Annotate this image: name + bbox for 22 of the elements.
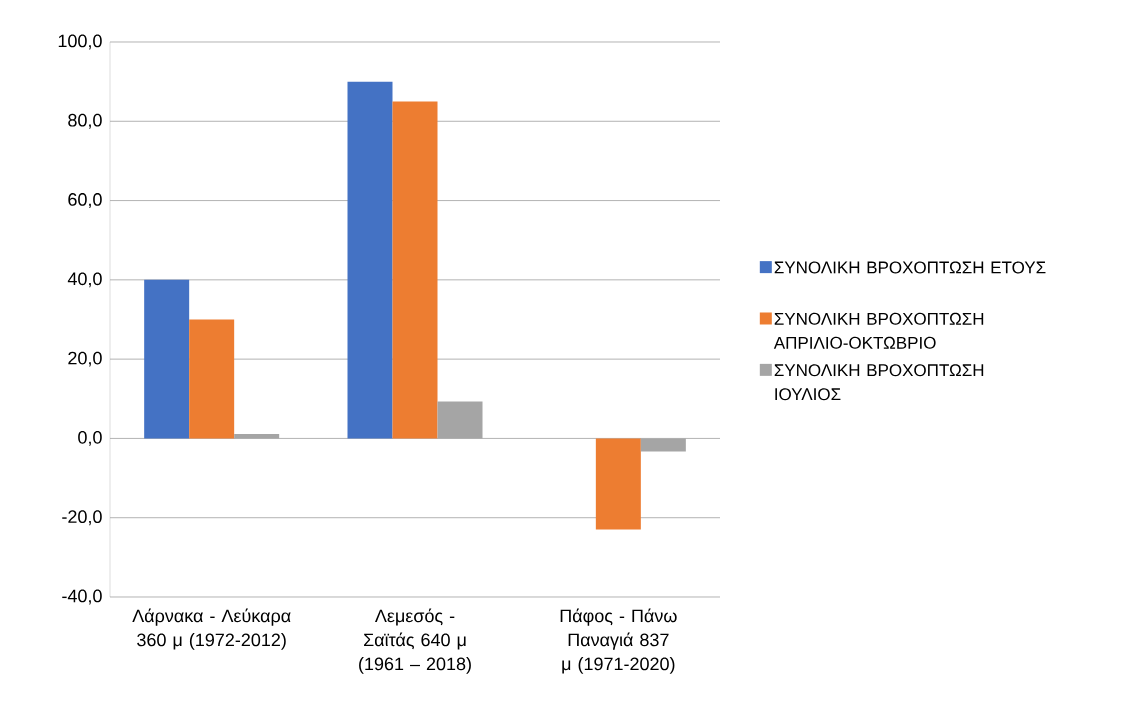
x-tick-label: Λεμεσός - Σαϊτάς 640 μ (1961 – 2018) <box>359 608 471 674</box>
y-tick-label: 40,0 <box>67 272 102 288</box>
bar <box>347 81 393 439</box>
legend-label: ΣΥΝΟΛΙΚΗ ΒΡΟΧΟΠΤΩΣΗ ΙΟΥΛΙΟΣ <box>774 364 984 401</box>
y-tick-label: 80,0 <box>68 113 102 129</box>
legend-label: ΣΥΝΟΛΙΚΗ ΒΡΟΧΟΠΤΩΣΗ ΕΤΟΥΣ <box>774 261 1046 274</box>
bar <box>234 434 280 439</box>
bar <box>392 101 438 439</box>
bar <box>437 401 483 439</box>
bar <box>595 438 641 530</box>
y-tick-label: -20,0 <box>62 510 102 526</box>
x-tick-label: Λάρνακα - Λεύκαρα 360 μ (1972-2012) <box>132 608 291 650</box>
bar <box>640 438 686 452</box>
bar <box>189 319 235 439</box>
y-tick-label: 0,0 <box>78 430 102 446</box>
legend-label: ΣΥΝΟΛΙΚΗ ΒΡΟΧΟΠΤΩΣΗ ΑΠΡΙΛΙΟ-ΟΚΤΩΒΡΙΟ <box>773 312 984 349</box>
y-tick-label: 60,0 <box>68 193 102 208</box>
y-tick-label: -40,0 <box>62 589 102 605</box>
y-tick-label: 100,0 <box>58 34 102 50</box>
bar <box>144 279 190 439</box>
y-tick-label: 20,0 <box>68 351 102 367</box>
x-tick-label: Πάφος - Πάνω Παναγιά 837 μ (1971-2020) <box>560 608 677 674</box>
